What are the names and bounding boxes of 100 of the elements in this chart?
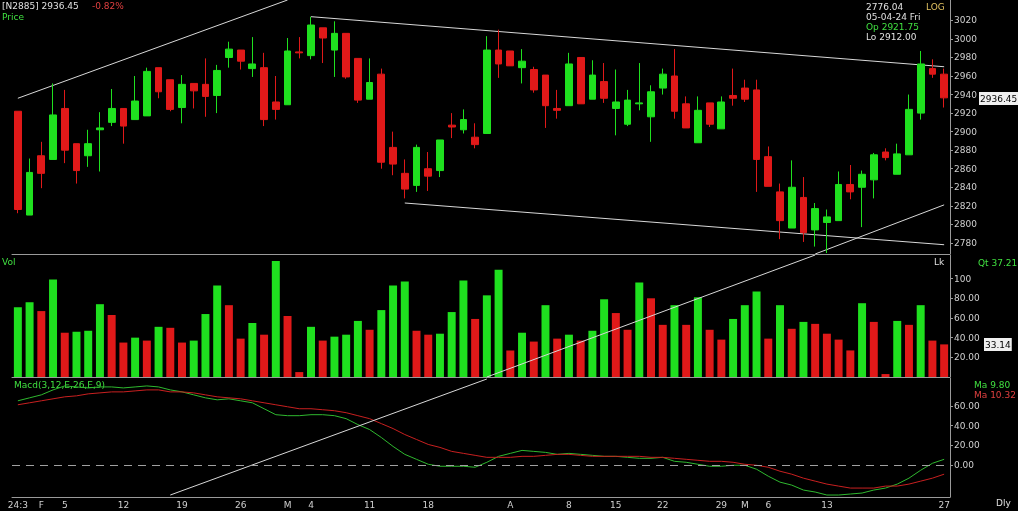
bar [236,338,245,377]
bar [471,318,480,377]
y-tick-label: 2780 [954,237,978,248]
candlestick [506,50,514,67]
annotation: 05-04-24 Fri [866,11,921,22]
bar [295,372,304,377]
candlestick [295,36,303,59]
text: 33.14 [985,339,1012,350]
candlestick [600,62,608,104]
annotation: LOG [926,1,945,12]
candlestick [647,84,655,143]
candlestick [436,139,444,178]
chart-title: [N2885] 2936.45 [2,0,79,11]
bar [752,291,761,377]
candlestick [788,159,796,229]
bar [740,305,749,377]
bar [529,341,538,377]
bar [213,285,222,377]
bar [377,310,386,377]
candlestick [835,171,842,222]
x-tick-label: M [283,499,292,510]
candlestick [542,74,549,129]
annotation: Lo 2912.00 [866,31,917,42]
y-tick-label: 40.00 [954,332,981,343]
candlestick [471,122,479,149]
bar [787,328,796,377]
x-tick-label: 11 [363,499,376,510]
text: Ma 10.32 [974,389,1016,400]
x-tick-label: 13 [821,499,833,510]
bar [658,324,667,377]
candlestick [120,107,127,145]
bar [459,280,468,377]
candlestick [882,147,889,161]
candlestick [448,112,456,139]
y-tick-label: 20.00 [954,440,981,451]
candlestick [307,16,315,60]
y-tick-label: 100 [954,273,972,284]
candlestick [49,82,57,160]
bar [940,344,949,377]
candlestick [917,50,925,121]
x-tick-label: 29 [715,499,728,510]
candlestick [659,68,667,96]
y-tick-label: 2940 [954,89,978,100]
bar [119,342,128,377]
bar [49,279,58,377]
candlestick [495,29,502,79]
bar [611,313,620,377]
bar [271,260,280,377]
candlestick [553,89,561,120]
candlestick [37,141,45,189]
x-tick-label: 5 [61,499,68,510]
x-tick-label: 12 [117,499,130,510]
bar [166,327,175,377]
bar [389,285,398,377]
candlestick [929,58,936,79]
bar [84,330,93,377]
candlestick [635,62,643,111]
candlestick [26,158,33,216]
bar [506,350,515,377]
candlestick [893,143,901,175]
candlestick [694,95,702,144]
bar [822,333,831,377]
candlestick [190,82,198,109]
candlestick [682,95,690,129]
y-tick-label: 2880 [954,145,978,156]
y-tick-label: 40.00 [954,420,981,431]
candlestick [460,108,467,134]
candlestick [237,49,245,71]
annotation: Op 2921.75 [866,21,919,32]
bar [553,338,562,377]
candlestick [225,41,233,69]
bar [799,321,808,377]
bar [353,320,362,377]
candlestick [178,74,186,124]
candlestick [14,110,22,214]
candlestick [483,35,491,134]
candlestick [624,89,631,127]
bar [693,297,702,377]
bar [95,304,104,377]
candlestick [577,56,585,105]
bar [260,334,269,377]
bar [400,281,409,377]
candlestick [331,20,338,78]
y-tick-label: 0.00 [954,460,975,471]
x-tick-label: 4 [308,499,315,510]
bar [248,322,257,377]
x-tick-label: 22 [657,499,669,510]
y-tick-label: 3020 [954,15,978,26]
text: 2936.45 [980,93,1018,104]
x-tick-label: 19 [176,499,189,510]
y-tick-label: 2820 [954,200,978,211]
bar [224,305,233,377]
bar [916,305,925,377]
x-tick-label: 24:3 [7,499,28,510]
bar [494,269,503,377]
bar [729,318,738,377]
candlestick [96,111,104,172]
candlestick [61,89,69,164]
candlestick [940,68,948,109]
y-tick-label: 2920 [954,108,978,119]
